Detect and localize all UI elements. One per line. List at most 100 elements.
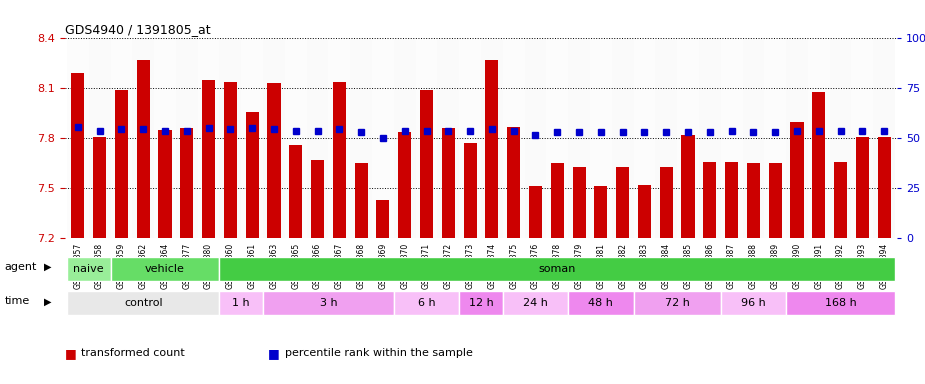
Bar (682, 135, 695, 238)
FancyBboxPatch shape (67, 257, 110, 281)
Bar (507, 127, 520, 238)
Bar (743, 38, 764, 238)
Bar (224, 82, 237, 238)
Text: control: control (124, 298, 163, 308)
FancyBboxPatch shape (786, 291, 895, 316)
FancyBboxPatch shape (67, 291, 219, 316)
Text: ■: ■ (268, 347, 280, 360)
FancyBboxPatch shape (394, 291, 459, 316)
Text: naive: naive (73, 264, 104, 274)
Bar (660, 167, 672, 238)
Bar (786, 38, 808, 238)
Text: GDS4940 / 1391805_at: GDS4940 / 1391805_at (65, 23, 210, 36)
Bar (246, 112, 259, 238)
Bar (438, 38, 459, 238)
FancyBboxPatch shape (263, 291, 394, 316)
Text: 12 h: 12 h (469, 298, 493, 308)
Text: 3 h: 3 h (320, 298, 338, 308)
Bar (808, 38, 830, 238)
Bar (590, 38, 611, 238)
Bar (354, 163, 367, 238)
Bar (529, 187, 542, 238)
Bar (573, 167, 586, 238)
Bar (267, 83, 280, 238)
Text: 168 h: 168 h (825, 298, 857, 308)
Text: ▶: ▶ (44, 262, 52, 272)
Bar (115, 90, 128, 238)
Bar (285, 38, 307, 238)
Bar (703, 162, 716, 238)
Bar (394, 38, 415, 238)
FancyBboxPatch shape (503, 291, 568, 316)
Text: 72 h: 72 h (665, 298, 689, 308)
FancyBboxPatch shape (634, 291, 721, 316)
Bar (158, 130, 171, 238)
Bar (290, 145, 302, 238)
Text: 48 h: 48 h (588, 298, 613, 308)
Bar (486, 60, 499, 238)
Text: agent: agent (5, 262, 37, 272)
Text: vehicle: vehicle (145, 264, 185, 274)
Bar (677, 38, 699, 238)
FancyBboxPatch shape (219, 291, 263, 316)
Bar (459, 38, 481, 238)
Bar (721, 38, 743, 238)
Bar (524, 38, 547, 238)
Text: transformed count: transformed count (81, 348, 185, 358)
Text: 24 h: 24 h (523, 298, 548, 308)
FancyBboxPatch shape (110, 257, 219, 281)
Bar (351, 38, 372, 238)
FancyBboxPatch shape (721, 291, 786, 316)
Text: 6 h: 6 h (418, 298, 436, 308)
Bar (699, 38, 721, 238)
Bar (67, 38, 89, 238)
Bar (616, 167, 629, 238)
FancyBboxPatch shape (459, 291, 503, 316)
Bar (333, 82, 346, 238)
Bar (311, 160, 324, 238)
Bar (791, 122, 804, 238)
Bar (328, 38, 351, 238)
Bar (611, 38, 634, 238)
Bar (481, 38, 503, 238)
Bar (834, 162, 847, 238)
Bar (725, 162, 738, 238)
Bar (198, 38, 219, 238)
Bar (89, 38, 110, 238)
Bar (415, 38, 438, 238)
Bar (764, 38, 786, 238)
Bar (503, 38, 524, 238)
Bar (746, 163, 760, 238)
FancyBboxPatch shape (219, 257, 895, 281)
Bar (852, 38, 873, 238)
Bar (372, 38, 394, 238)
Bar (812, 92, 825, 238)
Bar (71, 73, 84, 238)
Bar (241, 38, 263, 238)
Bar (93, 137, 106, 238)
Bar (769, 163, 782, 238)
Bar (219, 38, 241, 238)
Bar (137, 60, 150, 238)
Text: time: time (5, 296, 30, 306)
Bar (420, 90, 433, 238)
FancyBboxPatch shape (568, 291, 634, 316)
Bar (878, 137, 891, 238)
Text: percentile rank within the sample: percentile rank within the sample (285, 348, 473, 358)
Bar (154, 38, 176, 238)
Bar (110, 38, 132, 238)
Bar (655, 38, 677, 238)
Text: 96 h: 96 h (741, 298, 766, 308)
Bar (568, 38, 590, 238)
Bar (180, 128, 193, 238)
Bar (176, 38, 198, 238)
Bar (376, 200, 389, 238)
Text: ■: ■ (65, 347, 77, 360)
Text: ▶: ▶ (44, 296, 52, 306)
Bar (830, 38, 852, 238)
Bar (132, 38, 154, 238)
Bar (263, 38, 285, 238)
Bar (638, 185, 651, 238)
Bar (550, 163, 564, 238)
Text: 1 h: 1 h (232, 298, 250, 308)
